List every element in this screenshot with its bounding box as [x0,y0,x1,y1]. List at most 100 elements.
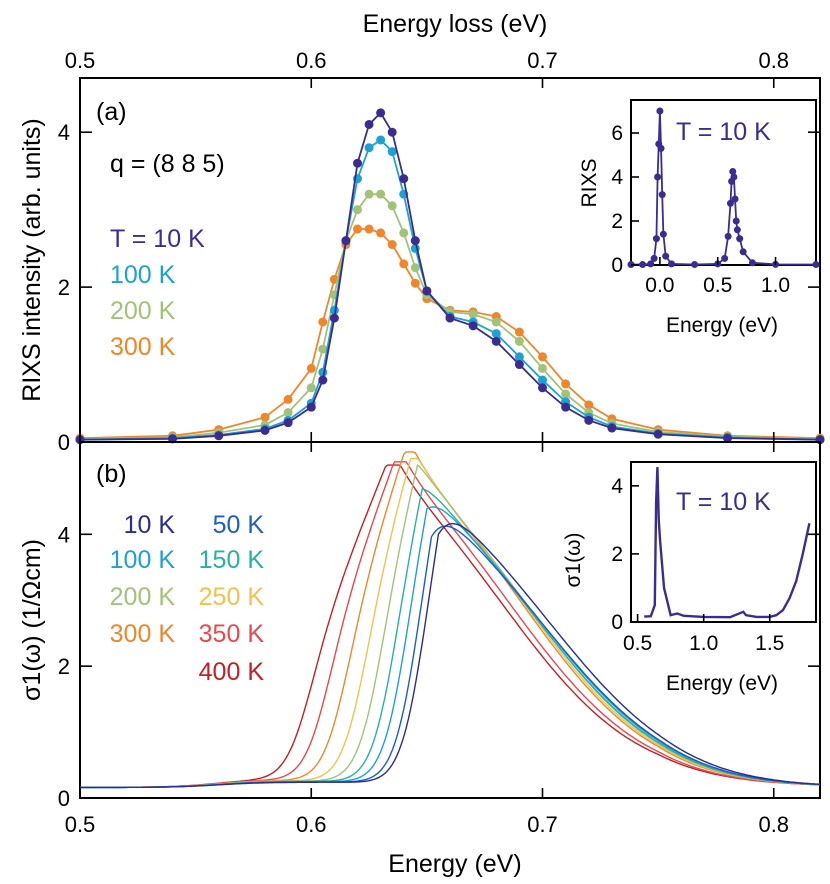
inset-a-data-point [639,261,647,269]
panel-a-data-point [376,108,386,118]
panel-a-data-point [387,201,397,211]
inset-b-ytick-label: 4 [611,475,623,498]
panel-a-data-point [561,379,571,389]
inset-a-ytick-label: 0 [611,254,623,277]
panel-a-data-point [514,352,524,362]
panel-a-data-point [376,135,386,145]
bottom-xtick-label: 0.8 [758,812,789,837]
top-xtick-label: 0.5 [65,48,96,73]
panel-a-data-point [653,429,663,439]
panel-a-data-point [723,433,732,443]
inset-a-ytick-label: 6 [611,122,623,145]
inset-b-frame [630,461,817,623]
panel-a-data-point [318,375,328,385]
panel-a-data-point [387,127,397,137]
panel-a-ytick-label: 4 [58,120,70,145]
panel-a-data-point [283,418,293,428]
bottom-xtick-label: 0.6 [296,812,327,837]
inset-a-data-point [662,252,670,260]
panel-a-data-point [260,425,270,435]
panel-a-data-point [538,375,547,385]
inset-b-ylabel: σ1(ω) [562,532,585,587]
inset-a-data-point [654,173,662,181]
inset-b-xtick-label: 1.0 [689,632,718,655]
panel-a-data-point [584,415,594,425]
inset-a-data-point [724,232,732,240]
panel-a-data-point [514,336,524,346]
inset-a-data-point [647,260,655,268]
panel-a-data-point [387,240,397,250]
panel-a-data-point [514,360,524,370]
panel-a-data-point [306,402,316,412]
panel-a-data-point [376,189,386,199]
inset-a-data-point [748,259,756,267]
inset-a-data-point [659,230,667,238]
panel-a-data-point [376,228,386,238]
panel-a-legend-entry: T = 10 K [110,225,205,253]
panel-a-legend-entry: 200 K [110,297,176,325]
panel-a: 0.5 0.6 0.7 0.8 0 2 4 (a) q = (8 8 5) RIXS int… [18,48,825,455]
panel-b-legend-entry: 350 K [199,620,265,648]
panel-a-data-point [399,228,409,238]
panel-a-data-point [318,317,328,327]
panel-a-data-point [607,423,617,433]
panel-a-data-point [399,259,409,269]
panel-a-data-point [341,236,351,246]
panel-a-data-point [353,158,362,168]
panel-b-ylabel-text: σ1(ω) (1/Ωcm) [18,539,46,701]
inset-a-xtick-label: 0.0 [645,274,674,297]
inset-b-ytick-label: 0 [611,611,623,634]
bottom-axis-title: Energy (eV) [388,850,521,878]
panel-a-data-point [364,119,374,129]
panel-a-data-point [468,321,478,331]
panel-b-series-line [80,525,821,789]
inset-a-data-point [729,168,737,175]
panel-b-ylabel: σ1(ω) (1/Ωcm) [18,539,46,701]
panel-a-inset: 0.0 0.5 1.0 0 2 4 6 T = 10 K RIXS Energy (eV) [578,99,820,337]
panel-a-data-point [491,317,501,327]
panel-a-ylabel: RIXS intensity (arb. units) [18,118,46,401]
inset-b-xlabel: Energy (eV) [666,672,778,695]
inset-a-xtick-label: 0.5 [703,274,732,297]
panel-a-legend: T = 10 K 100 K 200 K 300 K [110,225,205,361]
panel-a-data-point [491,329,501,339]
panel-b-ytick-label: 0 [58,786,70,811]
panel-a-data-point [364,143,374,153]
inset-a-data-point [656,107,664,115]
panel-a-data-point [306,363,316,373]
panel-b-legend-entry: 50 K [213,511,265,539]
inset-b-label: T = 10 K [676,488,771,516]
panel-b-ytick-label: 2 [58,654,70,679]
panel-b-frame [79,441,821,799]
panel-a-data-point [353,205,362,215]
panel-a-legend-entry: 100 K [110,261,176,289]
inset-b-xtick-label: 1.5 [755,632,784,655]
panel-a-data-point [353,224,362,234]
panel-a-data-point [306,383,316,393]
inset-a-data-point [721,254,729,262]
panel-a-data-point [364,189,374,199]
inset-a-data-point [730,173,738,181]
panel-b-legend-entry: 10 K [124,511,176,539]
inset-a-data-point [691,261,699,269]
panel-b-legend: 10 K 50 K 100 K 150 K 200 K 250 K 300 K 350 K 40… [110,511,265,686]
panel-a-data-point [410,236,420,246]
panel-b-legend-entry: 300 K [110,620,176,648]
panel-b-legend-entry: 200 K [110,583,176,611]
panel-a-ytick-label: 0 [58,430,70,455]
top-axis-title: Energy loss (eV) [363,10,548,38]
inset-a-xlabel: Energy (eV) [666,314,778,337]
panel-a-data-point [214,431,224,441]
panel-a-data-point [387,147,397,157]
inset-a-ticks: 0.0 0.5 1.0 0 2 4 6 [611,122,790,297]
panel-a-data-point [410,278,420,288]
panel-a-data-point [491,336,501,346]
panel-a-data-point [445,313,455,323]
panel-a-data-point [283,408,293,418]
panel-b-ticks: 0.5 0.6 0.7 0.8 0 2 4 [58,442,820,837]
inset-a-data-point [736,235,744,243]
panel-a-data-point [399,174,409,184]
panel-a-ticks: 0.5 0.6 0.7 0.8 0 2 4 [58,48,820,455]
panel-a-data-point [514,327,524,337]
